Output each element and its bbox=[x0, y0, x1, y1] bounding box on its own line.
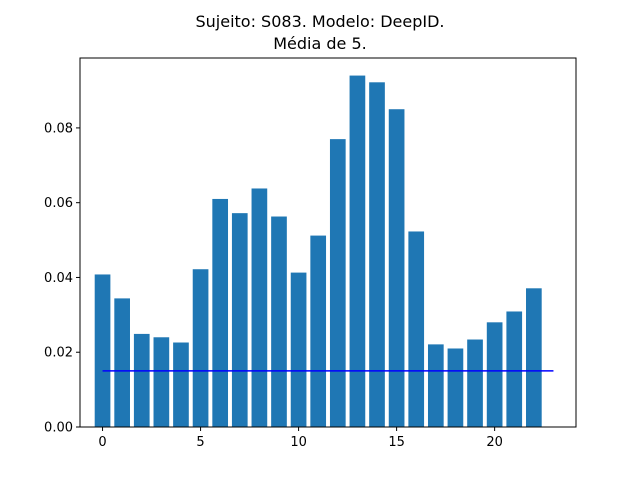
bar-11 bbox=[310, 235, 327, 427]
x-tick-label: 10 bbox=[290, 435, 307, 450]
bar-12 bbox=[329, 139, 346, 427]
y-tick-label: 0.04 bbox=[44, 271, 73, 286]
y-tick-label: 0.06 bbox=[44, 196, 73, 211]
bar-0 bbox=[94, 274, 111, 427]
bar-7 bbox=[231, 213, 248, 427]
bar-18 bbox=[447, 348, 464, 427]
x-tick-label: 20 bbox=[486, 435, 503, 450]
y-tick-label: 0.08 bbox=[44, 121, 73, 136]
bar-19 bbox=[467, 339, 483, 427]
y-axis-ticks: 0.00 0.02 0.04 0.06 0.08 bbox=[44, 121, 80, 436]
bar-8 bbox=[251, 188, 268, 427]
bar-14 bbox=[369, 82, 385, 428]
bar-5 bbox=[192, 269, 209, 427]
bar-2 bbox=[133, 333, 150, 427]
x-tick-label: 5 bbox=[196, 435, 204, 450]
chart-title: Sujeito: S083. Modelo: DeepID. bbox=[195, 12, 445, 31]
x-tick-label: 15 bbox=[388, 435, 405, 450]
bar-3 bbox=[153, 337, 170, 427]
bar-4 bbox=[173, 342, 189, 427]
x-axis-ticks: 0 5 10 15 20 bbox=[98, 427, 503, 450]
chart-subtitle: Média de 5. bbox=[273, 34, 367, 53]
bar-17 bbox=[427, 344, 444, 427]
y-tick-label: 0.02 bbox=[44, 346, 73, 361]
bar-16 bbox=[408, 231, 425, 427]
bar-13 bbox=[349, 75, 366, 428]
bar-10 bbox=[290, 272, 307, 427]
bar-9 bbox=[271, 216, 287, 427]
bar-6 bbox=[212, 198, 229, 427]
bar-15 bbox=[388, 109, 405, 427]
bar-1 bbox=[114, 298, 130, 427]
x-tick-label: 0 bbox=[98, 435, 106, 450]
bar-20 bbox=[486, 322, 503, 427]
bar-22 bbox=[526, 288, 542, 427]
axes-frame bbox=[79, 57, 577, 428]
y-tick-label: 0.00 bbox=[44, 421, 73, 436]
bar-21 bbox=[506, 311, 523, 427]
bars-group bbox=[94, 75, 542, 428]
